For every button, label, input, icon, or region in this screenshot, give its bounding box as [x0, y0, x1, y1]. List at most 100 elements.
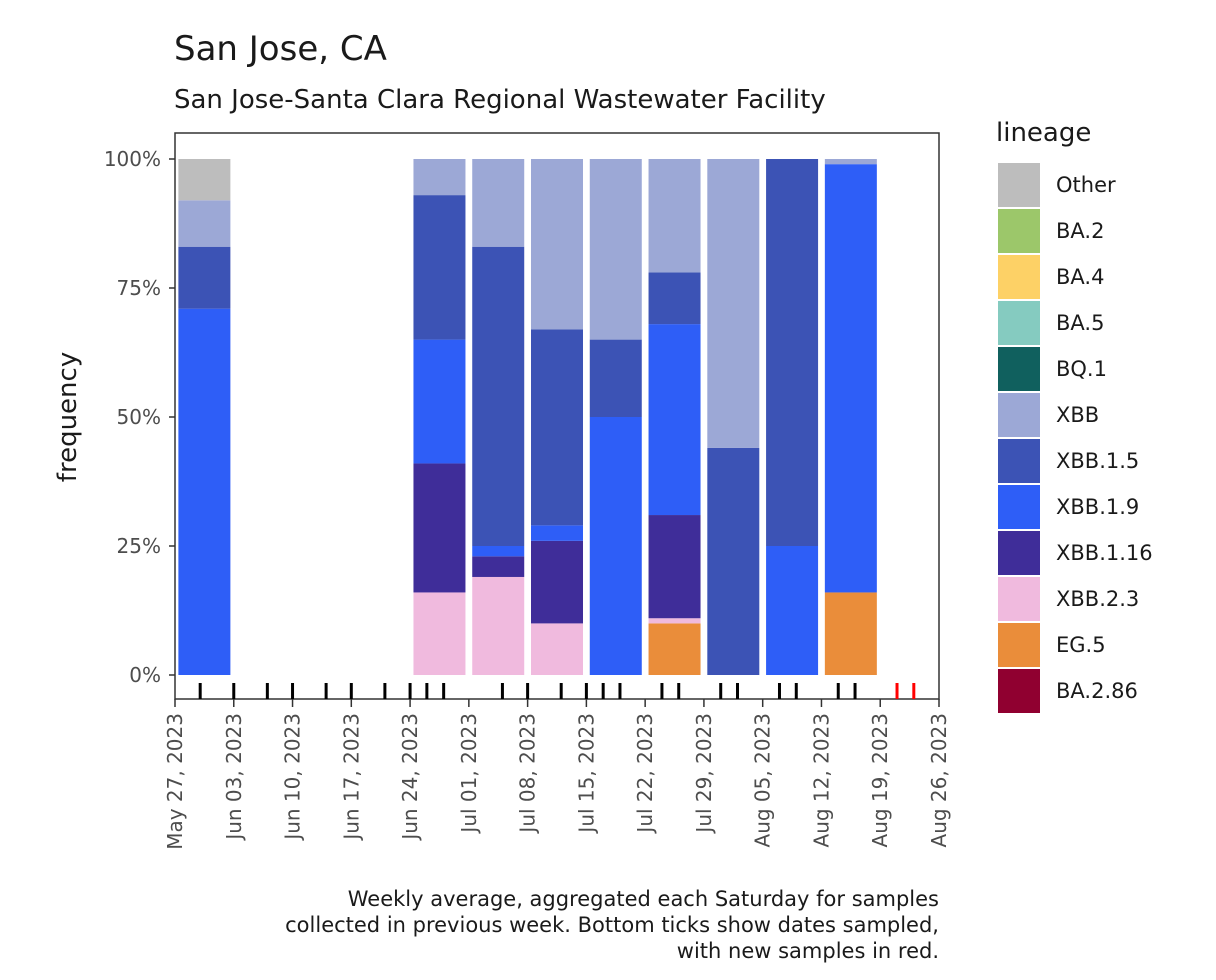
bar-segment-xbb-1-16 [648, 515, 701, 619]
legend-swatch [998, 255, 1040, 299]
x-tick-label: Jul 22, 2023 [633, 713, 657, 835]
bar-segment-xbb-1-5 [413, 195, 466, 340]
bar-segment-xbb-2-3 [413, 592, 466, 675]
x-tick-label: Jul 08, 2023 [516, 713, 540, 835]
bar-segment-xbb-1-9 [589, 417, 642, 675]
bar-segment-xbb-1-16 [413, 463, 466, 593]
legend-item-xbb-1-5: XBB.1.5 [998, 439, 1139, 483]
legend-swatch [998, 209, 1040, 253]
x-tick-label: May 27, 2023 [163, 713, 187, 850]
bar-segment-xbb-1-5 [531, 329, 583, 526]
bar-segment-eg-5 [824, 592, 877, 675]
legend-label: XBB.1.16 [1056, 541, 1153, 565]
bar-segment-xbb [707, 159, 760, 448]
y-axis-label: frequency [53, 352, 83, 482]
bar-segment-xbb-1-9 [178, 308, 231, 675]
legend-swatch [998, 347, 1040, 391]
x-tick-label: Jul 29, 2023 [692, 713, 716, 835]
bar-2023-07-22 [648, 159, 701, 675]
bar-segment-xbb [472, 159, 525, 247]
bar-segment-xbb [413, 159, 466, 196]
bar-segment-eg-5 [648, 623, 701, 675]
bar-segment-xbb [589, 159, 642, 340]
y-tick-label: 0% [129, 663, 161, 687]
legend-item-xbb-2-3: XBB.2.3 [998, 577, 1139, 621]
y-tick-label: 100% [104, 147, 161, 171]
caption-line: Weekly average, aggregated each Saturday… [347, 887, 939, 911]
x-axis: May 27, 2023 Jun 03, 2023 Jun 10, 2023 Jun … [163, 699, 951, 850]
bar-segment-xbb-1-5 [178, 246, 231, 309]
legend-swatch [998, 577, 1040, 621]
legend-label: XBB.2.3 [1056, 587, 1139, 611]
legend-item-other: Other [998, 163, 1116, 207]
bar-segment-xbb-1-5 [472, 246, 525, 546]
bar-2023-05-27 [178, 159, 231, 675]
legend-label: BA.4 [1056, 265, 1104, 289]
legend-item-ba-2: BA.2 [998, 209, 1104, 253]
legend-swatch [998, 301, 1040, 345]
bar-segment-other [178, 159, 231, 201]
legend-item-xbb-1-16: XBB.1.16 [998, 531, 1153, 575]
legend-label: BQ.1 [1056, 357, 1107, 381]
plot-panel-border [174, 132, 940, 700]
bars-layer [178, 159, 877, 675]
bar-segment-xbb-1-9 [413, 339, 466, 464]
legend-swatch [998, 485, 1040, 529]
legend-item-xbb-1-9: XBB.1.9 [998, 485, 1139, 529]
legend-swatch [998, 163, 1040, 207]
x-tick-label: Aug 19, 2023 [868, 713, 892, 847]
bar-segment-xbb-1-5 [589, 339, 642, 417]
bar-segment-xbb-1-5 [707, 447, 760, 675]
bar-segment-xbb-1-9 [824, 164, 877, 593]
bar-2023-06-24 [413, 159, 466, 675]
legend-swatch [998, 439, 1040, 483]
legend-title: lineage [996, 118, 1091, 148]
bar-segment-xbb-1-9 [648, 324, 701, 516]
legend-label: BA.2 [1056, 219, 1104, 243]
y-tick-label: 75% [117, 276, 161, 300]
legend-item-ba-2-86: BA.2.86 [998, 669, 1138, 713]
x-tick-label: Jun 03, 2023 [222, 713, 246, 842]
legend-swatch [998, 531, 1040, 575]
x-tick-label: Aug 26, 2023 [927, 713, 951, 847]
legend-swatch [998, 669, 1040, 713]
bar-2023-07-15 [589, 159, 642, 675]
bar-segment-xbb-2-3 [472, 576, 525, 675]
sample-date-ticks [198, 683, 916, 699]
chart-caption: Weekly average, aggregated each Saturday… [139, 886, 939, 964]
bar-2023-08-12 [824, 159, 877, 675]
legend-label: XBB.1.5 [1056, 449, 1139, 473]
bar-2023-07-01 [472, 159, 525, 675]
y-axis: 0% 25% 50% 75% 100% [104, 147, 175, 687]
legend-item-bq-1: BQ.1 [998, 347, 1107, 391]
x-tick-label: Jun 10, 2023 [281, 713, 305, 842]
legend-label: Other [1056, 173, 1116, 197]
x-tick-label: Jul 15, 2023 [574, 713, 598, 835]
legend-label: EG.5 [1056, 633, 1106, 657]
x-tick-label: Jun 17, 2023 [339, 713, 363, 842]
bar-segment-xbb-1-9 [472, 546, 525, 557]
caption-line: with new samples in red. [676, 939, 939, 963]
bar-segment-xbb-1-5 [648, 272, 701, 325]
bar-segment-xbb-1-5 [766, 159, 819, 546]
y-tick-label: 50% [117, 405, 161, 429]
bar-2023-07-29 [707, 159, 760, 675]
legend-label: BA.5 [1056, 311, 1104, 335]
bar-segment-xbb-1-16 [472, 556, 525, 577]
caption-line: collected in previous week. Bottom ticks… [285, 913, 939, 937]
x-tick-label: Aug 05, 2023 [751, 713, 775, 847]
bar-segment-xbb-2-3 [648, 618, 701, 624]
bar-segment-xbb [648, 159, 701, 273]
legend-item-xbb: XBB [998, 393, 1099, 437]
legend-label: XBB [1056, 403, 1099, 427]
x-tick-label: Jul 01, 2023 [457, 713, 481, 835]
bar-segment-xbb [531, 159, 583, 330]
bar-segment-xbb [178, 200, 231, 247]
legend: lineage Other BA.2 BA.4 BA.5 BQ.1 XBB XBB.1.5 X… [996, 118, 1153, 713]
x-tick-label: Aug 12, 2023 [809, 713, 833, 847]
bar-segment-xbb-1-16 [531, 540, 583, 624]
chart-subtitle: San Jose-Santa Clara Regional Wastewater… [174, 85, 826, 115]
legend-label: XBB.1.9 [1056, 495, 1139, 519]
bar-2023-08-05 [766, 159, 819, 675]
